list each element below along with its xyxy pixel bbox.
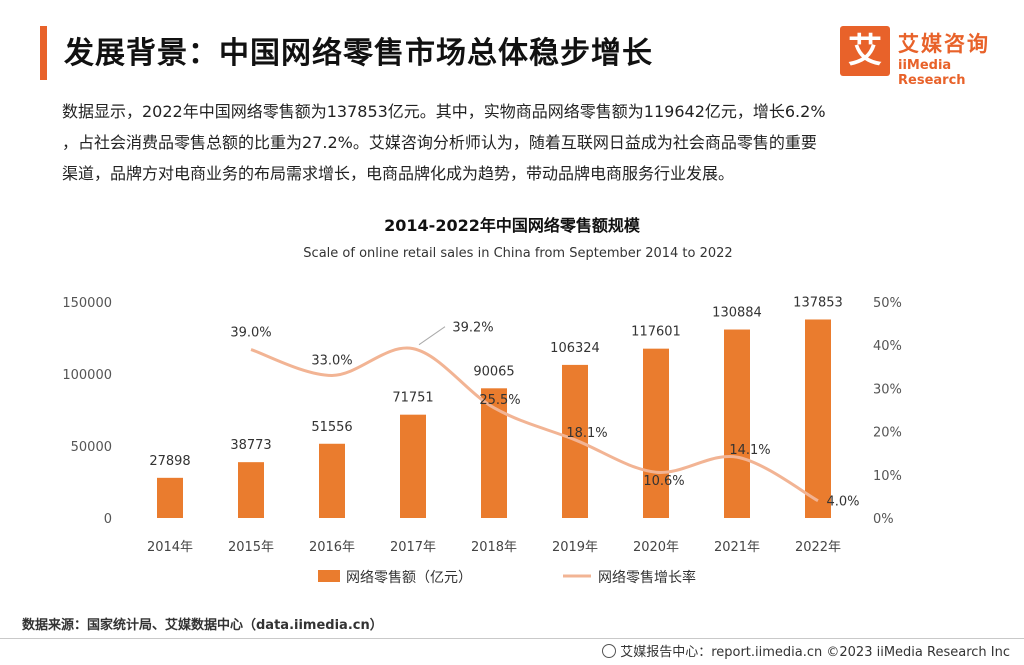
data-source: 数据来源：国家统计局、艾媒数据中心（data.iimedia.cn） [22, 618, 383, 633]
paragraph-line: ，占社会消费品零售总额的比重为27.2%。艾媒咨询分析师认为，随着互联网日益成为… [62, 133, 817, 152]
bar-value-label: 117601 [631, 325, 681, 340]
x-tick-label: 2020年 [633, 540, 679, 555]
bar [157, 477, 183, 518]
bar [562, 364, 588, 518]
footer-text: 艾媒报告中心：report.iimedia.cn ©2023 iiMedia R… [620, 645, 1010, 660]
y-right-tick-label: 10% [873, 469, 902, 484]
x-tick-label: 2019年 [552, 540, 598, 555]
line-value-label: 39.0% [230, 326, 271, 341]
x-tick-label: 2015年 [228, 540, 274, 555]
x-tick-label: 2018年 [471, 540, 517, 555]
x-tick-label: 2022年 [795, 540, 841, 555]
bar-value-label: 130884 [712, 306, 762, 321]
bar-value-label: 106324 [550, 341, 600, 356]
y-right-tick-label: 20% [873, 426, 902, 441]
y-left-tick-label: 100000 [62, 368, 112, 383]
paragraph-line: 渠道，品牌方对电商业务的布局需求增长，电商品牌化成为趋势，带动品牌电商服务行业发… [62, 164, 735, 183]
y-left-tick-label: 50000 [71, 440, 112, 455]
line-value-label: 18.1% [566, 426, 607, 441]
x-tick-label: 2016年 [309, 540, 355, 555]
footer-divider [0, 638, 1024, 639]
logo-mark: 艾 [840, 26, 890, 76]
globe-icon [602, 644, 617, 658]
y-right-tick-label: 30% [873, 382, 902, 397]
retail-sales-chart: 0 50000 100000 150000 0% 10% 20% 30% 40% 50% 27898… [62, 295, 902, 586]
line-value-label: 25.5% [479, 393, 520, 408]
bar-value-label: 90065 [473, 364, 514, 379]
bar-value-label: 38773 [230, 438, 271, 453]
bar-value-label: 71751 [392, 391, 433, 406]
bar [805, 319, 831, 518]
logo-name-cn: 艾媒咨询 [898, 32, 990, 56]
bar [724, 329, 750, 518]
bar [481, 388, 507, 518]
line-value-label: 4.0% [826, 495, 859, 510]
bar [400, 414, 426, 518]
y-right-tick-label: 50% [873, 296, 902, 311]
chart-subtitle: Scale of online retail sales in China fr… [303, 246, 733, 261]
label-leader-line [418, 326, 446, 346]
bar-value-label: 27898 [149, 454, 190, 469]
bar [643, 348, 669, 518]
chart-title: 2014-2022年中国网络零售额规模 [384, 216, 640, 235]
x-tick-label: 2014年 [147, 540, 193, 555]
bar-value-label: 137853 [793, 295, 843, 310]
x-tick-label: 2021年 [714, 540, 760, 555]
title-accent-bar [40, 26, 47, 80]
line-value-label: 10.6% [643, 474, 684, 489]
y-right-tick-label: 40% [873, 339, 902, 354]
logo-name-en: iiMedia Research [898, 58, 966, 88]
line-value-label: 33.0% [311, 353, 352, 368]
growth-rate-line [250, 346, 819, 503]
y-left-tick-label: 0 [104, 512, 112, 527]
legend-bar-swatch [318, 570, 340, 582]
y-right-tick-label: 0% [873, 512, 894, 527]
line-value-label: 39.2% [452, 321, 493, 336]
legend-line-label: 网络零售增长率 [598, 569, 696, 586]
bar [238, 462, 264, 518]
page-title: 发展背景：中国网络零售市场总体稳步增长 [64, 36, 653, 71]
y-left-tick-label: 150000 [62, 296, 112, 311]
brand-logo: 艾 艾媒咨询 iiMedia Research [840, 26, 1010, 88]
paragraph-line: 数据显示，2022年中国网络零售额为137853亿元。其中，实物商品网络零售额为… [62, 102, 826, 121]
bar-value-label: 51556 [311, 420, 352, 435]
x-tick-label: 2017年 [390, 540, 436, 555]
line-value-label: 14.1% [729, 443, 770, 458]
bar [319, 443, 345, 518]
legend-bar-label: 网络零售额（亿元） [346, 570, 472, 586]
intro-paragraph: 数据显示，2022年中国网络零售额为137853亿元。其中，实物商品网络零售额为… [62, 96, 972, 189]
footer: 艾媒报告中心：report.iimedia.cn ©2023 iiMedia R… [602, 641, 1010, 660]
